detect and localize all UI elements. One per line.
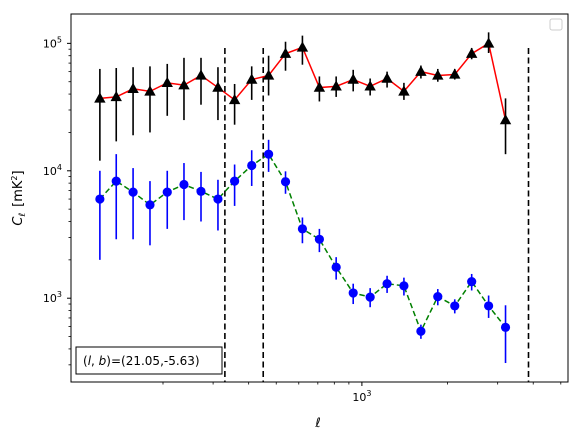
data-point [128,187,138,197]
y-tick-label: 105 [43,35,62,50]
data-point [179,179,189,190]
data-point [263,149,274,159]
data-point [465,47,478,58]
data-point [262,69,275,80]
data-point [399,281,409,291]
data-point [145,200,155,210]
data-point [127,82,139,93]
data-point [449,68,461,79]
series-0 [94,32,512,161]
data-point [398,85,410,96]
data-point [313,81,326,92]
data-point [213,194,223,204]
y-tick-label: 104 [43,163,62,178]
data-point [331,262,341,272]
data-point [95,194,105,204]
data-point [450,301,460,311]
data-point [433,291,443,302]
data-point [482,37,495,48]
data-point [110,90,122,102]
legend-box [549,18,563,31]
data-point [382,279,392,289]
data-point [365,292,375,302]
y-tick-label: 103 [43,290,62,305]
series-1 [95,139,511,364]
data-point [415,65,427,76]
data-point [230,176,240,186]
data-point [144,85,156,96]
vertical-lines [224,48,530,382]
axis-ticks: 103 103 104 105 [43,35,562,404]
data-point [500,322,511,333]
data-point [280,177,291,187]
data-point [330,80,342,91]
data-point [162,187,172,197]
data-point [111,176,121,186]
data-point [279,47,292,58]
data-point [297,224,308,234]
data-point [347,73,359,84]
data-point [228,93,241,105]
data-point [416,326,426,336]
data-point [314,234,324,244]
data-point [161,76,173,88]
data-point [195,69,207,80]
data-point [196,186,206,196]
series-layer [94,32,512,364]
plot-frame [70,13,569,383]
data-point [247,160,257,171]
data-point [499,114,512,125]
data-point [348,288,358,298]
data-point [94,92,106,103]
data-point [432,69,444,80]
y-axis-label: Cℓ[mK2] [10,170,28,225]
data-point [484,301,494,311]
data-point [381,72,393,83]
x-tick-label: 103 [352,389,371,404]
data-point [178,79,190,90]
annotation-box: (l, b)=(21.05,-5.63) [75,346,223,375]
data-point [246,73,258,84]
x-axis-label: ℓ [314,416,320,431]
data-point [296,41,309,52]
data-point [467,277,477,287]
annotation-text: (l, b)=(21.05,-5.63) [83,354,200,368]
data-point [364,80,376,91]
data-point [212,81,224,92]
